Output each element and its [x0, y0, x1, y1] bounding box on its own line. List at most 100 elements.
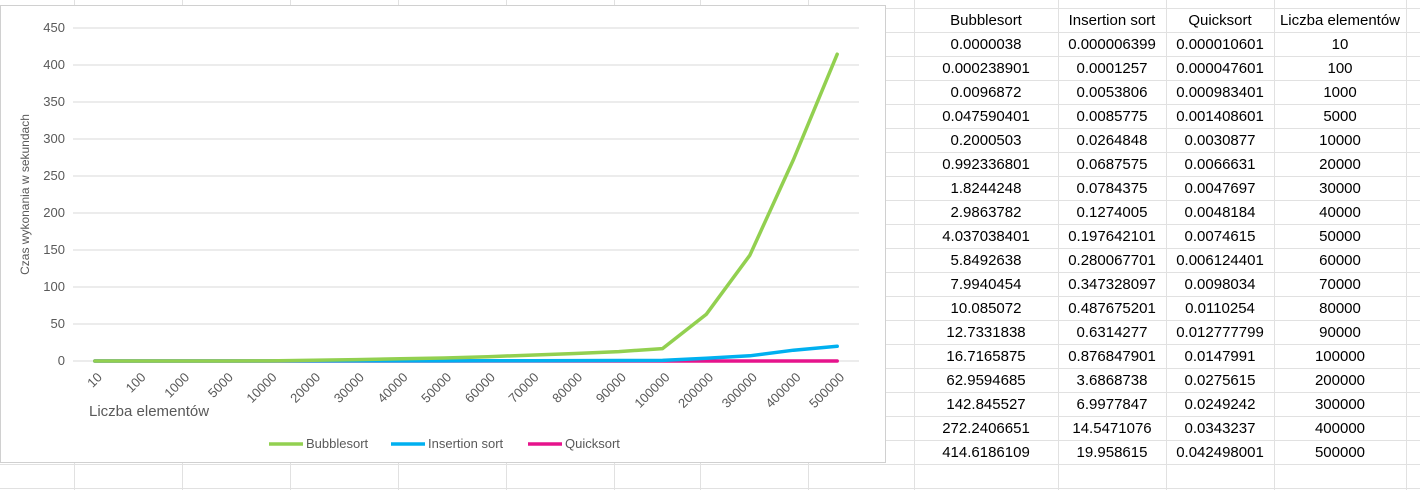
column-header[interactable]: Quicksort — [1166, 8, 1274, 32]
table-cell[interactable]: 50000 — [1274, 224, 1406, 248]
table-cell[interactable]: 0.0249242 — [1166, 392, 1274, 416]
table-cell[interactable]: 0.0085775 — [1058, 104, 1166, 128]
table-cell[interactable]: 2.9863782 — [914, 200, 1058, 224]
table-cell[interactable]: 14.5471076 — [1058, 416, 1166, 440]
table-cell[interactable]: 0.012777799 — [1166, 320, 1274, 344]
table-row: 1.8244248 0.0784375 0.0047697 30000 — [914, 176, 1406, 200]
table-row: 12.7331838 0.6314277 0.012777799 90000 — [914, 320, 1406, 344]
table-cell[interactable]: 1.8244248 — [914, 176, 1058, 200]
table-cell[interactable]: 0.197642101 — [1058, 224, 1166, 248]
table-cell[interactable]: 0.001408601 — [1166, 104, 1274, 128]
table-cell[interactable]: 0.0001257 — [1058, 56, 1166, 80]
series-line-bubblesort[interactable] — [95, 54, 837, 361]
table-cell[interactable]: 62.9594685 — [914, 368, 1058, 392]
table-cell[interactable]: 0.0098034 — [1166, 272, 1274, 296]
table-cell[interactable]: 60000 — [1274, 248, 1406, 272]
table-cell[interactable]: 0.6314277 — [1058, 320, 1166, 344]
table-cell[interactable]: 400000 — [1274, 416, 1406, 440]
table-cell[interactable]: 5000 — [1274, 104, 1406, 128]
x-tick-label: 10000 — [243, 370, 279, 406]
table-cell[interactable]: 0.0066631 — [1166, 152, 1274, 176]
x-tick-label: 300000 — [719, 370, 760, 411]
legend: Bubblesort Insertion sort Quicksort — [269, 436, 620, 451]
table-cell[interactable]: 0.0000038 — [914, 32, 1058, 56]
table-cell[interactable]: 4.037038401 — [914, 224, 1058, 248]
table-cell[interactable]: 0.1274005 — [1058, 200, 1166, 224]
table-cell[interactable]: 0.0687575 — [1058, 152, 1166, 176]
table-cell[interactable]: 10.085072 — [914, 296, 1058, 320]
table-cell[interactable]: 10000 — [1274, 128, 1406, 152]
x-tick-label: 10 — [84, 370, 105, 391]
table-cell[interactable]: 0.006124401 — [1166, 248, 1274, 272]
table-cell[interactable]: 0.0047697 — [1166, 176, 1274, 200]
table-cell[interactable]: 0.047590401 — [914, 104, 1058, 128]
table-cell[interactable]: 0.000006399 — [1058, 32, 1166, 56]
table-cell[interactable]: 0.992336801 — [914, 152, 1058, 176]
table-cell[interactable]: 1000 — [1274, 80, 1406, 104]
table-row: 10.085072 0.487675201 0.0110254 80000 — [914, 296, 1406, 320]
table-cell[interactable]: 0.280067701 — [1058, 248, 1166, 272]
table-cell[interactable]: 0.000010601 — [1166, 32, 1274, 56]
table-cell[interactable]: 414.6186109 — [914, 440, 1058, 464]
table-row: 142.845527 6.9977847 0.0249242 300000 — [914, 392, 1406, 416]
y-tick-label: 350 — [43, 94, 65, 109]
table-cell[interactable]: 0.0147991 — [1166, 344, 1274, 368]
table-cell[interactable]: 0.487675201 — [1058, 296, 1166, 320]
table-cell[interactable]: 12.7331838 — [914, 320, 1058, 344]
line-chart[interactable]: 0 50 100 150 200 250 300 350 400 450 10 100 1000 500… — [0, 5, 886, 463]
table-row: 16.7165875 0.876847901 0.0147991 100000 — [914, 344, 1406, 368]
table-cell[interactable]: 40000 — [1274, 200, 1406, 224]
x-tick-label: 200000 — [675, 370, 716, 411]
table-cell[interactable]: 0.0275615 — [1166, 368, 1274, 392]
table-cell[interactable]: 100 — [1274, 56, 1406, 80]
table-cell[interactable]: 3.6868738 — [1058, 368, 1166, 392]
table-cell[interactable]: 16.7165875 — [914, 344, 1058, 368]
table-cell[interactable]: 0.0048184 — [1166, 200, 1274, 224]
table-cell[interactable]: 20000 — [1274, 152, 1406, 176]
table-cell[interactable]: 100000 — [1274, 344, 1406, 368]
x-tick-label: 100 — [123, 370, 149, 396]
table-cell[interactable]: 0.0096872 — [914, 80, 1058, 104]
table-cell[interactable]: 0.2000503 — [914, 128, 1058, 152]
table-cell[interactable]: 10 — [1274, 32, 1406, 56]
table-cell[interactable]: 0.000047601 — [1166, 56, 1274, 80]
table-row: 0.992336801 0.0687575 0.0066631 20000 — [914, 152, 1406, 176]
table-cell[interactable]: 0.876847901 — [1058, 344, 1166, 368]
y-tick-label: 50 — [51, 316, 65, 331]
table-cell[interactable]: 0.042498001 — [1166, 440, 1274, 464]
column-header[interactable]: Insertion sort — [1058, 8, 1166, 32]
x-tick-label: 20000 — [287, 370, 323, 406]
table-cell[interactable]: 0.000238901 — [914, 56, 1058, 80]
table-cell[interactable]: 272.2406651 — [914, 416, 1058, 440]
table-cell[interactable]: 0.0030877 — [1166, 128, 1274, 152]
table-cell[interactable]: 80000 — [1274, 296, 1406, 320]
x-tick-label: 60000 — [462, 370, 498, 406]
table-cell[interactable]: 30000 — [1274, 176, 1406, 200]
table-cell[interactable]: 200000 — [1274, 368, 1406, 392]
series-lines — [95, 54, 837, 361]
table-cell[interactable]: 70000 — [1274, 272, 1406, 296]
table-cell[interactable]: 6.9977847 — [1058, 392, 1166, 416]
table-cell[interactable]: 90000 — [1274, 320, 1406, 344]
table-cell[interactable]: 0.347328097 — [1058, 272, 1166, 296]
table-cell[interactable]: 0.0053806 — [1058, 80, 1166, 104]
table-cell[interactable]: 142.845527 — [914, 392, 1058, 416]
table-cell[interactable]: 5.8492638 — [914, 248, 1058, 272]
table-cell[interactable]: 0.0110254 — [1166, 296, 1274, 320]
table-cell[interactable]: 0.0264848 — [1058, 128, 1166, 152]
table-row: 414.6186109 19.958615 0.042498001 500000 — [914, 440, 1406, 464]
table-cell[interactable]: 0.0343237 — [1166, 416, 1274, 440]
table-cell[interactable]: 0.0074615 — [1166, 224, 1274, 248]
y-tick-label: 400 — [43, 57, 65, 72]
table-cell[interactable]: 0.000983401 — [1166, 80, 1274, 104]
x-tick-label: 90000 — [593, 370, 629, 406]
table-cell[interactable]: 0.0784375 — [1058, 176, 1166, 200]
x-tick-label: 80000 — [549, 370, 585, 406]
column-header[interactable]: Liczba elementów — [1274, 8, 1406, 32]
legend-label: Bubblesort — [306, 436, 369, 451]
table-cell[interactable]: 7.9940454 — [914, 272, 1058, 296]
table-cell[interactable]: 19.958615 — [1058, 440, 1166, 464]
column-header[interactable]: Bubblesort — [914, 8, 1058, 32]
table-cell[interactable]: 300000 — [1274, 392, 1406, 416]
table-cell[interactable]: 500000 — [1274, 440, 1406, 464]
